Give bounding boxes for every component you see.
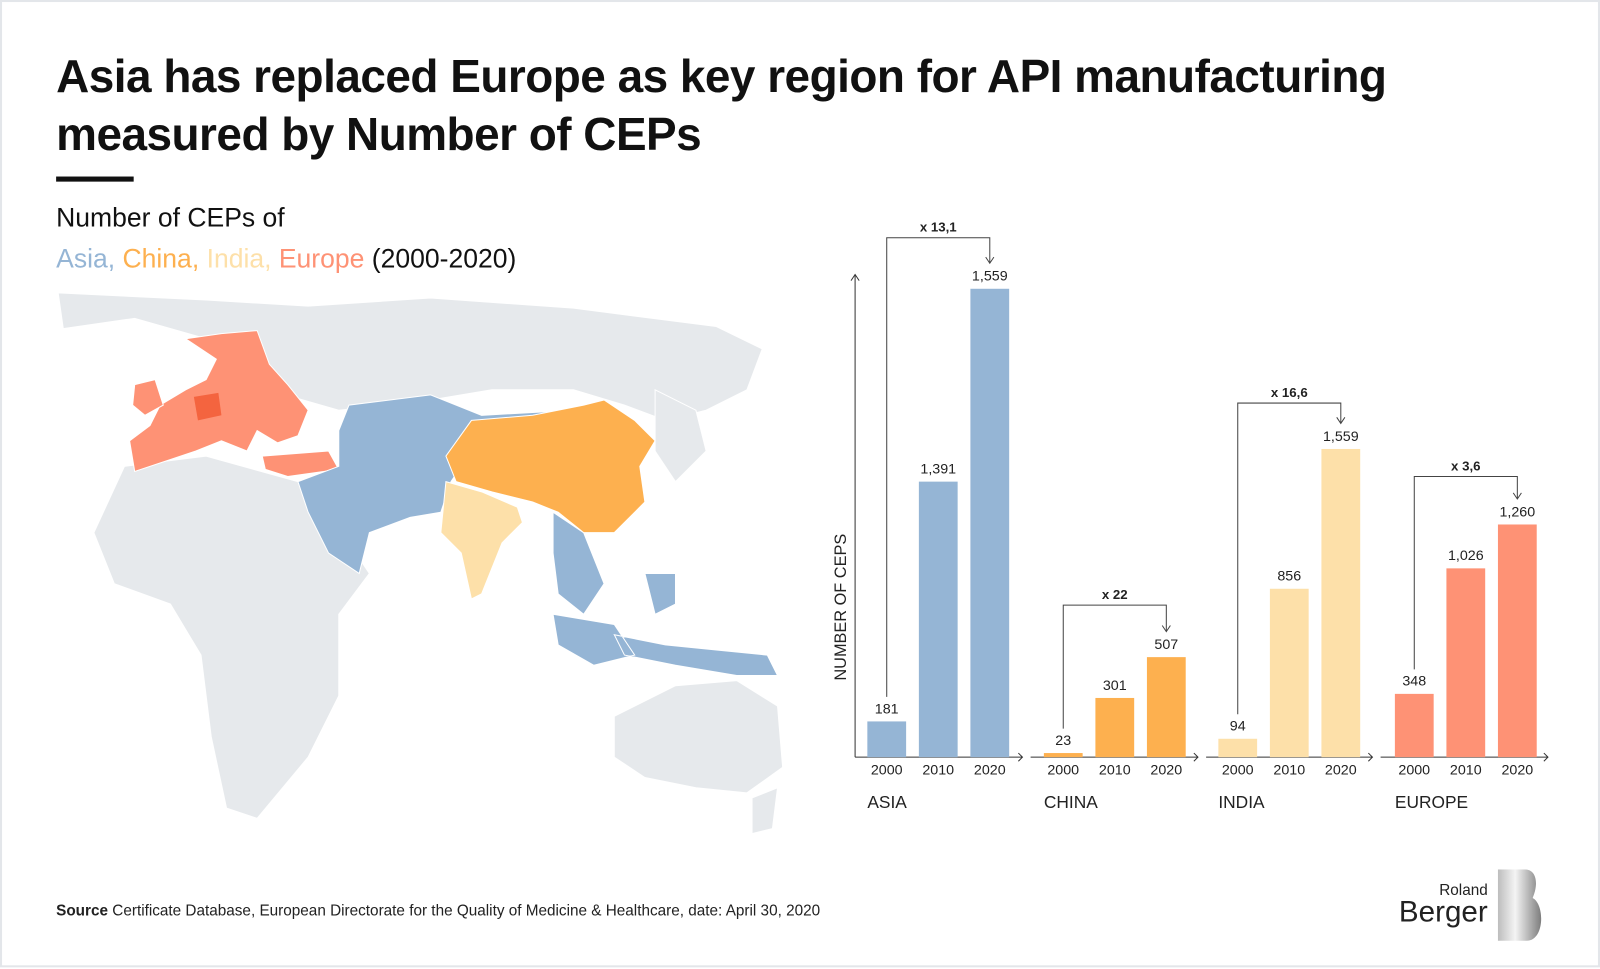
data-label: 1,559: [972, 269, 1008, 285]
legend-period: (2000-2020): [371, 242, 517, 274]
page-title: Asia has replaced Europe as key region f…: [56, 47, 1387, 163]
data-label: 1,559: [1323, 429, 1359, 445]
data-label: 348: [1402, 674, 1426, 690]
x-tick-label: 2000: [1047, 762, 1079, 778]
legend-china: China,: [122, 242, 200, 274]
growth-bracket: [1413, 476, 1522, 670]
legend-india: India,: [206, 242, 272, 274]
x-tick-label: 2010: [922, 762, 954, 778]
logo-b-mark: [1497, 869, 1542, 941]
data-label: 181: [875, 701, 899, 717]
data-label: 856: [1277, 569, 1301, 585]
growth-bracket: [1237, 402, 1346, 715]
logo-line-1: Roland: [1439, 881, 1488, 899]
bar-china-2000: [1043, 753, 1083, 758]
data-label: 23: [1055, 733, 1071, 749]
bar-europe-2010: [1446, 568, 1486, 758]
x-tick-label: 2010: [1273, 762, 1305, 778]
x-tick-label: 2000: [871, 762, 903, 778]
x-tick-label: 2010: [1450, 762, 1482, 778]
bar-europe-2000: [1394, 693, 1434, 758]
bar-asia-2010: [918, 481, 958, 758]
bar-india-2000: [1218, 738, 1258, 758]
growth-bracket: [886, 237, 995, 697]
bar-china-2020: [1146, 657, 1186, 758]
subtitle: Number of CEPs of: [56, 202, 285, 233]
x-tick-label: 2020: [974, 762, 1006, 778]
roland-berger-logo: Roland Berger: [1398, 869, 1551, 946]
source-note: Source Certificate Database, European Di…: [56, 902, 820, 919]
x-tick-label: 2010: [1099, 762, 1131, 778]
bar-europe-2020: [1497, 524, 1537, 758]
title-line-2: measured by Number of CEPs: [56, 108, 702, 161]
x-tick-label: 2020: [1501, 762, 1533, 778]
logo-line-2: Berger: [1398, 895, 1488, 929]
x-tick-label: 2000: [1222, 762, 1254, 778]
group-label: ASIA: [867, 792, 907, 812]
x-tick-label: 2020: [1150, 762, 1182, 778]
data-label: 1,260: [1499, 504, 1535, 520]
group-label: INDIA: [1218, 792, 1265, 812]
legend-europe: Europe: [278, 242, 365, 274]
growth-label: x 13,1: [920, 220, 957, 235]
x-tick-label: 2000: [1398, 762, 1430, 778]
map-india: [440, 480, 524, 600]
y-axis-arrow: [850, 273, 860, 281]
bar-china-2010: [1095, 697, 1135, 758]
data-label: 301: [1103, 678, 1127, 694]
legend-asia: Asia,: [56, 242, 116, 274]
group-label: EUROPE: [1395, 792, 1468, 812]
data-label: 94: [1230, 719, 1246, 735]
source-label: Source: [56, 902, 109, 920]
axes: [850, 273, 860, 758]
y-axis-label: NUMBER OF CEPS: [832, 534, 850, 681]
title-line-1: Asia has replaced Europe as key region f…: [56, 49, 1387, 103]
data-label: 507: [1154, 637, 1178, 653]
data-label: 1,026: [1448, 548, 1484, 564]
subtitle-legend: Asia, China, India, Europe (2000-2020): [56, 243, 516, 275]
data-label: 1,391: [920, 461, 956, 477]
map-china: [445, 399, 656, 534]
map-germany: [193, 392, 222, 421]
growth-label: x 3,6: [1451, 458, 1480, 473]
bar-india-2020: [1321, 448, 1361, 758]
group-label: CHINA: [1044, 792, 1098, 812]
bar-asia-2000: [867, 721, 907, 758]
bar-india-2010: [1269, 588, 1309, 758]
growth-bracket: [1062, 604, 1171, 729]
growth-label: x 22: [1102, 587, 1128, 602]
title-underline: [56, 176, 134, 182]
map-base-land: [57, 292, 784, 835]
x-tick-label: 2020: [1325, 762, 1357, 778]
growth-label: x 16,6: [1271, 385, 1308, 400]
source-text: Certificate Database, European Directora…: [112, 902, 821, 920]
bar-asia-2020: [970, 288, 1010, 758]
